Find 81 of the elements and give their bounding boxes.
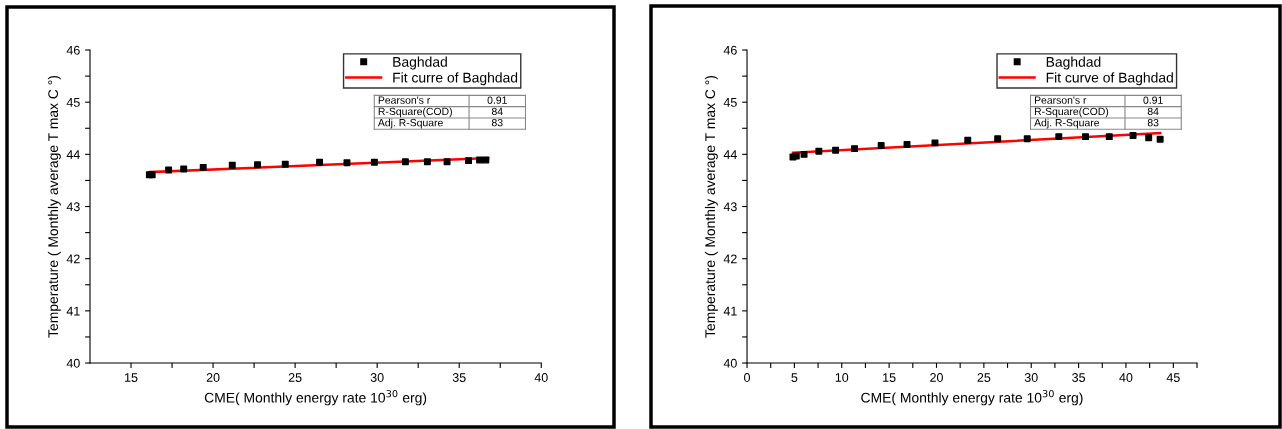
point [877,142,885,149]
point [931,139,939,147]
x-tick-label: 35 [1072,373,1086,382]
point [165,166,173,174]
y-axis-title: Temperature ( Monthly average T max C °) [704,75,718,338]
y-tick-label: 41 [723,306,737,316]
annotation: 83 [491,119,503,127]
x-tick-label: 0 [744,373,751,382]
x-tick-label: 35 [452,373,466,382]
y-tick-label: 42 [723,254,737,264]
x-tick-label: 5 [791,373,798,382]
annotation: 84 [1147,107,1159,116]
x-tick-label: 40 [534,373,548,382]
point [800,150,808,158]
y-axis-title: Temperature ( Monthly average T max C °) [47,75,61,338]
annotation: Adj. R-Square [1034,118,1100,129]
y-tick-label: 40 [66,358,80,368]
point [832,146,840,154]
y-tick-label: 41 [66,306,80,316]
point [370,158,378,166]
y-tick-label: 45 [723,98,737,107]
annotation: Adj. R-Square [377,118,443,129]
annotation: 0.91 [487,96,507,104]
point [1145,134,1153,142]
point [1023,135,1031,143]
y-tick-label: 43 [66,202,80,212]
y-tick-label: 45 [66,98,80,107]
x-tick-label: 20 [930,373,943,382]
annotation: 0.91 [1143,96,1163,104]
point [1156,135,1164,143]
x-tick-label: 20 [206,373,220,382]
annotation: R-Square(COD) [378,107,452,118]
point [994,135,1002,143]
point [316,158,324,166]
annotation: 83 [1147,119,1159,127]
y-tick-label: 40 [723,358,737,368]
x-axis-title: CME( Monthly energy rate 10$^{30}$ erg) [861,389,1083,406]
point [199,163,207,171]
point [443,158,451,166]
legend-label: Fit curve of Baghdad [1046,72,1173,86]
x-tick-label: 25 [288,373,302,382]
x-tick-label: 45 [1166,373,1180,382]
point [228,161,236,169]
point [1105,133,1113,141]
x-axis-title: CME( Monthly energy rate 10$^{30}$ erg) [204,389,427,406]
x-tick-label: 15 [125,373,138,382]
point [476,156,484,164]
annotation: 84 [491,107,503,116]
point [423,158,431,166]
legend-label: Baghdad [1046,56,1101,70]
y-tick-label: 44 [66,150,80,159]
point [903,140,911,148]
point [1129,132,1137,140]
legend-label: Baghdad [393,56,447,70]
y-tick-label: 43 [723,202,737,212]
x-tick-label: 10 [835,373,849,382]
point [343,159,351,167]
x-tick-label: 15 [883,373,896,382]
x-tick-label: 30 [1024,373,1038,382]
point [401,158,409,166]
point [1055,133,1063,141]
point [281,160,289,168]
point [815,147,823,155]
y-tick-label: 42 [66,254,80,264]
point [964,136,972,144]
annotation: Pearson's r [378,96,431,104]
y-tick-label: 44 [723,150,737,159]
x-tick-label: 30 [370,373,384,382]
y-tick-label: 46 [66,45,80,55]
annotation: Pearson's r [1034,96,1087,104]
point [254,161,262,169]
point [1082,133,1089,141]
point [465,157,473,165]
annotation: R-Square(COD) [1034,107,1109,118]
x-tick-label: 25 [977,373,991,382]
y-tick-label: 46 [723,45,737,55]
legend-label: Fit curre of Baghdad [393,72,518,86]
point [851,145,859,153]
point [482,156,490,164]
point [180,165,188,173]
x-tick-label: 40 [1119,373,1133,382]
